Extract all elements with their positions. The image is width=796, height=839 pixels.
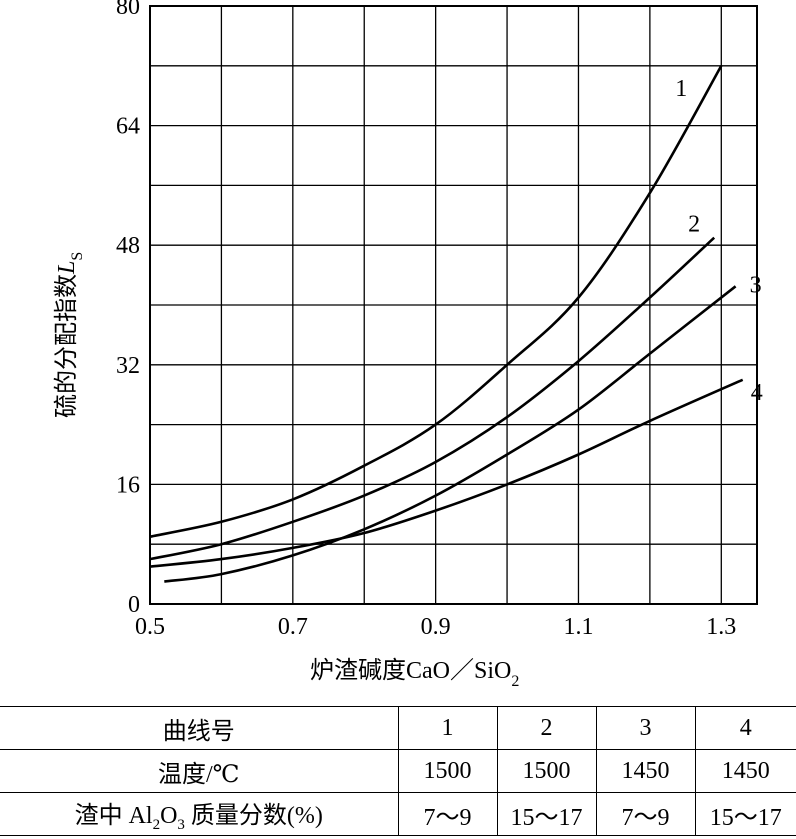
- table-cell: 1450: [595, 749, 696, 793]
- plot-frame: [149, 5, 758, 605]
- y-tick-label: 32: [116, 353, 140, 379]
- x-tick-label: 0.5: [135, 614, 165, 640]
- y-tick-label: 48: [116, 233, 140, 259]
- table-cell: 2: [496, 706, 597, 750]
- x-tick-label: 1.1: [563, 614, 593, 640]
- y-tick-label: 0: [128, 592, 140, 618]
- x-axis-title: 炉渣碱度CaO／SiO2: [310, 657, 519, 690]
- table-cell: 曲线号: [0, 706, 399, 750]
- y-tick-label: 16: [116, 472, 140, 498]
- table-cell: 3: [595, 706, 696, 750]
- curve-2: [149, 236, 716, 561]
- y-tick-label: 80: [116, 0, 140, 20]
- curve-1: [149, 65, 723, 538]
- x-tick-label: 1.3: [706, 614, 736, 640]
- curve-4: [149, 378, 744, 568]
- x-tick-label: 0.7: [278, 614, 308, 640]
- table-cell: 渣中 Al2O3 质量分数(%): [0, 792, 399, 836]
- table-cell: 7～9: [595, 792, 696, 836]
- table-row: 渣中 Al2O3 质量分数(%) 7～9 15～17 7～9 15～17: [0, 792, 796, 836]
- y-axis-title: 硫的分配指数LS: [53, 252, 86, 418]
- table-header-row: 曲线号 1 2 3 4: [0, 706, 796, 750]
- table-row: 温度/℃ 1500 1500 1450 1450: [0, 749, 796, 793]
- chart: 0 16 32 48 64 80 0.5 0.7 0.9 1.1 1.3 1 2 3 4 炉渣碱度CaO…: [53, 0, 763, 690]
- table-cell: 1450: [694, 749, 796, 793]
- y-tick-label: 64: [116, 114, 140, 140]
- x-tick-labels: 0.5 0.7 0.9 1.1 1.3: [135, 614, 736, 640]
- curve-label-2: 2: [688, 212, 700, 238]
- table-cell: 15～17: [496, 792, 597, 836]
- y-tick-labels: 0 16 32 48 64 80: [116, 0, 140, 618]
- curve-label-1: 1: [675, 76, 687, 102]
- curves: [149, 65, 744, 583]
- curve-label-4: 4: [751, 380, 763, 406]
- table-cell: 温度/℃: [0, 749, 399, 793]
- table-cell: 1: [397, 706, 498, 750]
- table-cell: 1500: [397, 749, 498, 793]
- table-cell: 1500: [496, 749, 597, 793]
- table-cell: 4: [694, 706, 796, 750]
- table-cell: 7～9: [397, 792, 498, 836]
- curve-info-table: 曲线号 1 2 3 4 温度/℃ 1500 1500 1450 1450 渣中 …: [0, 706, 796, 836]
- table-cell: 15～17: [694, 792, 796, 836]
- curve-label-3: 3: [750, 272, 762, 298]
- x-tick-label: 0.9: [421, 614, 451, 640]
- curve-3: [164, 285, 737, 583]
- grid: [150, 6, 757, 604]
- curve-labels: 1 2 3 4: [675, 76, 762, 406]
